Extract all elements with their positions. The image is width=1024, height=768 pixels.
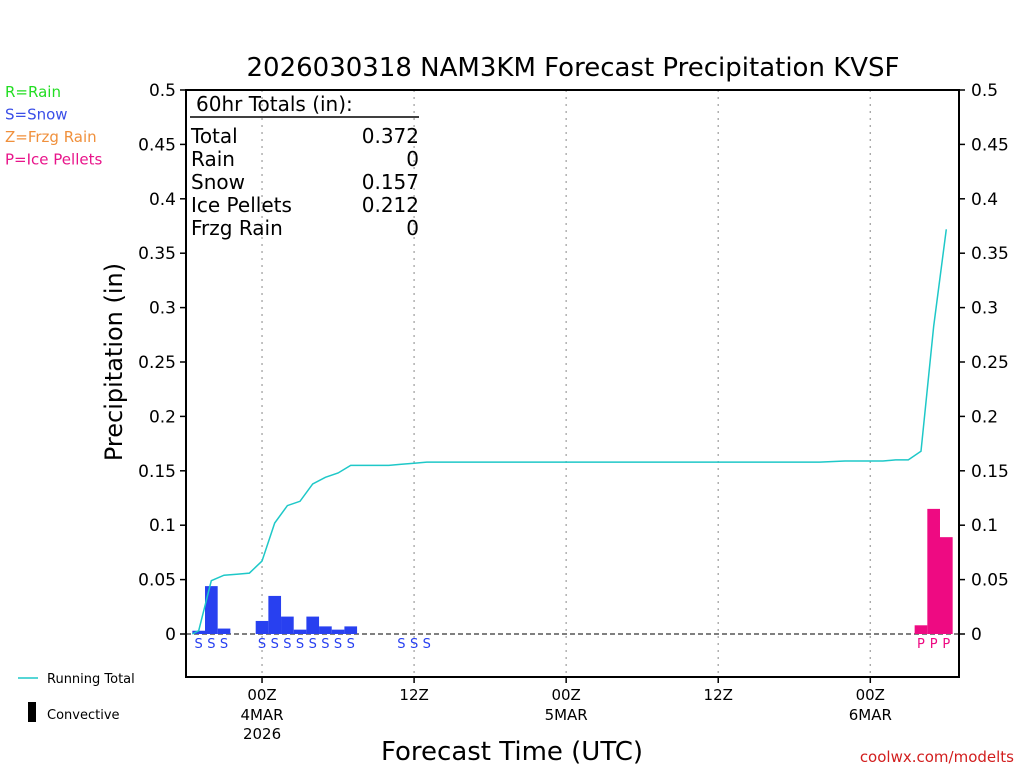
ptype-legend-entry: Z=Frzg Rain bbox=[5, 128, 97, 146]
running-total-series bbox=[191, 229, 948, 635]
y-tick-label-right: 0.3 bbox=[971, 299, 998, 319]
y-axis-label: Precipitation (in) bbox=[100, 263, 128, 461]
totals-row-label: Rain bbox=[191, 147, 235, 171]
totals-row-label: Frzg Rain bbox=[191, 216, 283, 240]
y-tick-label-right: 0.05 bbox=[971, 571, 1009, 591]
y-tick-label-left: 0.35 bbox=[138, 244, 176, 264]
ptype-marker-P: P bbox=[930, 637, 938, 652]
y-tick-label-right: 0.45 bbox=[971, 135, 1009, 155]
totals-row-value: 0.157 bbox=[362, 170, 419, 194]
ptype-marker-S: S bbox=[195, 637, 203, 652]
ptype-marker-S: S bbox=[207, 637, 215, 652]
ptype-marker-S: S bbox=[271, 637, 279, 652]
chart-title: 2026030318 NAM3KM Forecast Precipitation… bbox=[247, 53, 900, 83]
x-axis-label: Forecast Time (UTC) bbox=[381, 737, 643, 767]
totals-row-value: 0 bbox=[406, 147, 419, 171]
precip-bar-S bbox=[331, 629, 345, 634]
ptype-marker-S: S bbox=[309, 637, 317, 652]
precip-bar-P bbox=[914, 625, 928, 634]
ptype-marker-S: S bbox=[397, 637, 405, 652]
y-tick-label-left: 0.2 bbox=[149, 407, 176, 427]
ptype-marker-S: S bbox=[347, 637, 355, 652]
y-tick-label-left: 0.25 bbox=[138, 353, 176, 373]
precip-bar-S bbox=[306, 616, 320, 634]
ptype-marker-S: S bbox=[321, 637, 329, 652]
y-tick-label-right: 0.15 bbox=[971, 462, 1009, 482]
totals-row-label: Ice Pellets bbox=[191, 193, 292, 217]
precip-bars bbox=[192, 508, 953, 634]
y-tick-label-left: 0 bbox=[165, 625, 176, 645]
precip-bar-P bbox=[939, 537, 953, 634]
totals-row-value: 0 bbox=[406, 216, 419, 240]
precip-bar-S bbox=[319, 626, 332, 634]
y-tick-label-right: 0.2 bbox=[971, 407, 998, 427]
ptype-marker-P: P bbox=[917, 637, 925, 652]
y-tick-label-left: 0.3 bbox=[149, 299, 176, 319]
x-tick-date-label: 4MAR bbox=[240, 706, 283, 724]
axes: 0 0 0.05 0.05 0.1 0.1 0.15 0.15 0.2 0.2 0.25 0.25 0.… bbox=[100, 81, 1009, 767]
y-tick-label-right: 0 bbox=[971, 625, 982, 645]
ptype-marker-S: S bbox=[410, 637, 418, 652]
totals-row-value: 0.372 bbox=[362, 124, 419, 148]
ptype-marker-S: S bbox=[334, 637, 342, 652]
credit-text: coolwx.com/modelts bbox=[860, 748, 1014, 766]
totals-row-value: 0.212 bbox=[362, 193, 419, 217]
convective-legend-label: Convective bbox=[47, 708, 120, 723]
x-tick-label: 00Z bbox=[856, 686, 885, 704]
totals-heading: 60hr Totals (in): bbox=[196, 92, 353, 116]
y-tick-label-left: 0.4 bbox=[149, 190, 176, 210]
precip-bar-S bbox=[268, 595, 282, 634]
y-tick-label-left: 0.05 bbox=[138, 571, 176, 591]
y-tick-label-right: 0.25 bbox=[971, 353, 1009, 373]
ptype-marker-S: S bbox=[283, 637, 291, 652]
y-tick-label-left: 0.5 bbox=[149, 81, 176, 101]
legend: R=Rain S=Snow Z=Frzg Rain P=Ice Pellets Runn… bbox=[5, 83, 135, 723]
ptype-legend-entry: P=Ice Pellets bbox=[5, 151, 102, 169]
precip-bar-S bbox=[344, 626, 358, 634]
ptype-marker-S: S bbox=[423, 637, 431, 652]
convective-legend-swatch bbox=[28, 702, 36, 722]
ptype-marker-P: P bbox=[942, 637, 950, 652]
y-tick-label-right: 0.4 bbox=[971, 190, 998, 210]
precip-bar-S bbox=[255, 620, 269, 634]
totals-box: 60hr Totals (in): Total 0.372 Rain 0 Snow 0.15… bbox=[190, 92, 419, 240]
running-total-line bbox=[191, 229, 948, 635]
ptype-marker-S: S bbox=[220, 637, 228, 652]
totals-row-label: Total bbox=[190, 124, 238, 148]
y-tick-label-right: 0.5 bbox=[971, 81, 998, 101]
x-tick-label: 00Z bbox=[551, 686, 580, 704]
ptype-legend-entry: S=Snow bbox=[5, 106, 68, 124]
precip-bar-S bbox=[192, 630, 206, 634]
totals-row-label: Snow bbox=[191, 170, 245, 194]
y-tick-label-left: 0.45 bbox=[138, 135, 176, 155]
x-tick-label: 12Z bbox=[399, 686, 428, 704]
y-tick-label-left: 0.1 bbox=[149, 516, 176, 536]
grid-lines bbox=[186, 90, 959, 677]
precip-bar-S bbox=[281, 616, 294, 634]
precip-bar-S bbox=[205, 586, 218, 634]
ptype-marker-S: S bbox=[258, 637, 266, 652]
x-tick-label: 00Z bbox=[247, 686, 276, 704]
y-tick-label-right: 0.1 bbox=[971, 516, 998, 536]
x-tick-date-label: 5MAR bbox=[545, 706, 588, 724]
y-tick-label-left: 0.15 bbox=[138, 462, 176, 482]
x-tick-date-label: 6MAR bbox=[849, 706, 892, 724]
x-tick-label: 12Z bbox=[704, 686, 733, 704]
precip-bar-S bbox=[217, 628, 231, 634]
running-total-legend-label: Running Total bbox=[47, 672, 135, 687]
ptype-legend-entry: R=Rain bbox=[5, 83, 61, 101]
precip-bar-S bbox=[293, 629, 307, 634]
ptype-marker-S: S bbox=[296, 637, 304, 652]
plot-frame bbox=[185, 89, 960, 678]
x-tick-year-label: 2026 bbox=[243, 725, 281, 743]
precip-bar-P bbox=[927, 508, 940, 634]
y-tick-label-right: 0.35 bbox=[971, 244, 1009, 264]
